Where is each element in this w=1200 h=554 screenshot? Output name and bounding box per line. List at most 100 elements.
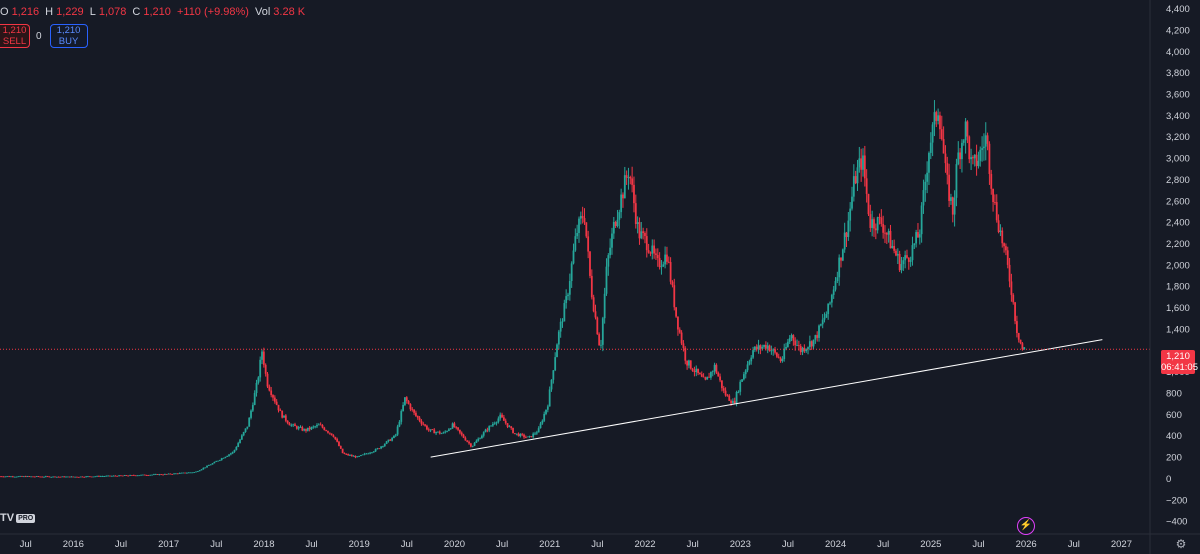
candle-body <box>94 476 97 478</box>
candle-body <box>546 406 549 410</box>
time-axis[interactable]: Jul 2016 Jul 2017 Jul 2018 Jul 2019 Jul 2020 Jul 20… <box>0 533 1200 550</box>
candle-body <box>66 476 69 478</box>
candle-body <box>132 475 135 476</box>
candle-body <box>491 423 494 426</box>
candle-body <box>281 410 284 418</box>
candle-body <box>70 476 73 478</box>
candle-body <box>171 474 174 475</box>
candle-body <box>259 359 262 378</box>
candle-body <box>55 476 58 478</box>
candle-body <box>799 345 802 353</box>
candle-body <box>655 253 657 255</box>
buy-price: 1,210 <box>56 25 81 36</box>
candle-body <box>275 401 278 405</box>
candle-body <box>250 410 252 418</box>
candle-body <box>471 445 474 447</box>
candle-body <box>327 431 329 433</box>
candle-body <box>808 341 811 348</box>
candle-body <box>638 222 641 239</box>
candle-body <box>796 345 798 346</box>
candle-body <box>611 233 613 248</box>
candle-body <box>473 442 476 446</box>
candle-body <box>251 404 254 411</box>
candle-body <box>382 446 384 447</box>
tradingview-logo[interactable]: TV PRO <box>0 512 36 524</box>
candle-body <box>255 382 258 393</box>
ohlc-high-value: 1,229 <box>56 6 84 18</box>
candle-body <box>907 257 910 262</box>
candle-body <box>374 449 377 452</box>
candle-body <box>865 178 868 194</box>
candle-body <box>574 236 577 251</box>
candle-body <box>942 139 945 154</box>
candle-body <box>634 203 637 225</box>
candle-body <box>444 431 447 433</box>
gear-icon[interactable]: ⚙ <box>1175 537 1187 551</box>
candle-body <box>579 215 582 219</box>
candle-body <box>750 357 753 362</box>
candle-body <box>519 433 522 437</box>
candle-body <box>396 426 399 435</box>
price-axis-tick-label: 1,600 <box>1166 303 1190 314</box>
candle-body <box>1006 250 1009 265</box>
price-axis[interactable]: 4,400 4,200 4,000 3,800 3,600 3,400 3,200 3,000… <box>1149 0 1190 554</box>
candle-body <box>1003 243 1005 247</box>
candle-body <box>605 266 608 294</box>
candle-body <box>950 197 952 201</box>
candle-body <box>182 472 185 474</box>
candle-body <box>261 351 263 360</box>
candle-body <box>913 243 916 246</box>
logo-text: TV <box>0 512 15 524</box>
candle-body <box>376 448 379 450</box>
candle-body <box>895 250 897 256</box>
candle-body <box>301 427 304 431</box>
candle-body <box>847 220 850 237</box>
candle-body <box>742 374 745 380</box>
candle-body <box>764 345 767 349</box>
candle-body <box>22 476 25 478</box>
time-axis-tick-label: Jul <box>591 539 603 550</box>
candle-body <box>559 321 562 332</box>
candle-body <box>739 381 742 392</box>
candle-body <box>442 432 445 434</box>
candle-body <box>702 376 705 378</box>
candle-body <box>889 230 892 249</box>
candle-body <box>497 418 500 423</box>
candle-body <box>389 439 392 441</box>
candle-body <box>612 221 615 234</box>
candle-body <box>757 345 760 350</box>
candle-body <box>90 476 93 478</box>
buy-button[interactable]: 1,210 BUY <box>49 24 88 48</box>
candle-body <box>404 397 406 405</box>
candle-body <box>724 390 727 396</box>
candle-body <box>1014 302 1016 322</box>
candle-body <box>229 453 232 455</box>
candle-body <box>13 476 16 478</box>
candle-body <box>693 370 696 373</box>
candle-body <box>680 332 683 344</box>
candle-body <box>493 423 496 425</box>
lightning-icon[interactable]: ⚡ <box>1017 517 1035 535</box>
candle-body <box>885 232 888 235</box>
candle-body <box>589 251 591 276</box>
candle-body <box>33 476 36 478</box>
candle-body <box>339 446 342 449</box>
trendline[interactable] <box>430 339 1103 458</box>
candle-body <box>165 474 168 475</box>
candle-body <box>786 341 789 348</box>
candle-body <box>142 474 144 476</box>
candle-body <box>10 476 12 478</box>
candle-body <box>568 281 571 295</box>
candle-body <box>109 475 111 477</box>
candle-body <box>273 397 276 402</box>
candle-body <box>330 433 333 436</box>
candle-body <box>270 390 273 396</box>
time-axis-tick-label: Jul <box>1068 539 1080 550</box>
candle-body <box>48 476 51 478</box>
sell-button[interactable]: 1,210 SELL <box>0 24 30 48</box>
candle-body <box>257 377 260 383</box>
candle-body <box>570 263 573 282</box>
candle-body <box>191 472 194 474</box>
candle-body <box>427 429 430 431</box>
